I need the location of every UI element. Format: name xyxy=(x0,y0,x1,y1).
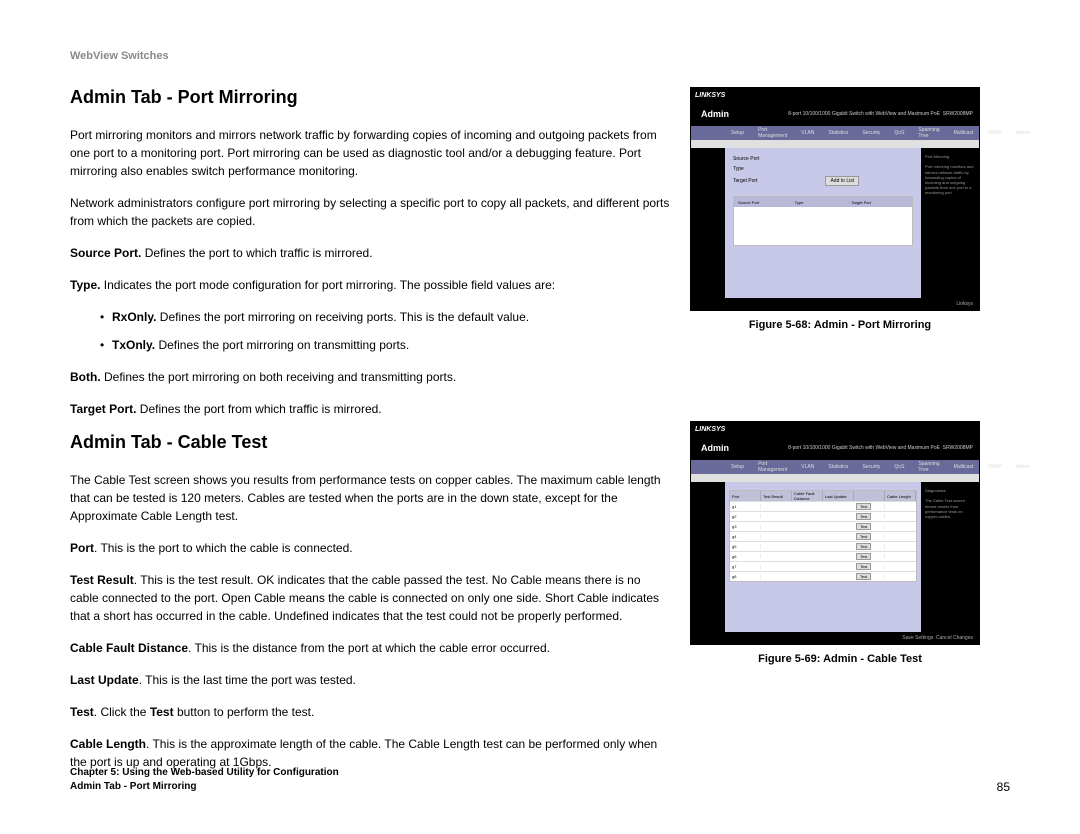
footer-section: Admin Tab - Port Mirroring xyxy=(70,780,339,794)
test-button[interactable]: Test xyxy=(856,523,871,530)
test-button[interactable]: Test xyxy=(856,513,871,520)
table-row: g3Test xyxy=(730,521,916,531)
navbar: SetupPort ManagementVLANStatisticsSecuri… xyxy=(691,460,979,474)
table-row: g7Test xyxy=(730,561,916,571)
test-button[interactable]: Test xyxy=(856,533,871,540)
test-button[interactable]: Test xyxy=(856,553,871,560)
table-row: g5Test xyxy=(730,541,916,551)
page-footer: Chapter 5: Using the Web-based Utility f… xyxy=(70,766,1010,794)
figure-column: LINKSYS Admin 8-port 10/100/1000 Gigabit… xyxy=(690,87,990,785)
s2-p1: The Cable Test screen shows you results … xyxy=(70,471,670,525)
table-row: g6Test xyxy=(730,551,916,561)
figure-port-mirroring: LINKSYS Admin 8-port 10/100/1000 Gigabit… xyxy=(690,87,980,311)
section2-title: Admin Tab - Cable Test xyxy=(70,432,670,453)
s1-source-port: Source Port. Defines the port to which t… xyxy=(70,244,670,262)
table-row: g1Test xyxy=(730,501,916,511)
s2-test: Test. Click the Test button to perform t… xyxy=(70,703,670,721)
text-column: Admin Tab - Port Mirroring Port mirrorin… xyxy=(70,87,670,785)
page-number: 85 xyxy=(997,780,1010,794)
table-row: g8Test xyxy=(730,571,916,581)
add-button[interactable]: Add to List xyxy=(825,176,859,186)
figure1-caption: Figure 5-68: Admin - Port Mirroring xyxy=(690,319,990,331)
table-row: g4Test xyxy=(730,531,916,541)
footer-chapter: Chapter 5: Using the Web-based Utility f… xyxy=(70,766,339,780)
s1-target: Target Port. Defines the port from which… xyxy=(70,400,670,418)
figure2-caption: Figure 5-69: Admin - Cable Test xyxy=(690,653,990,665)
s2-port: Port. This is the port to which the cabl… xyxy=(70,539,670,557)
product-text: 8-port 10/100/1000 Gigabit Switch with W… xyxy=(788,111,973,117)
table-row: g2Test xyxy=(730,511,916,521)
s1-both: Both. Defines the port mirroring on both… xyxy=(70,368,670,386)
bullet-tx: TxOnly. Defines the port mirroring on tr… xyxy=(100,336,670,354)
s2-cfd: Cable Fault Distance. This is the distan… xyxy=(70,639,670,657)
s1-type: Type. Indicates the port mode configurat… xyxy=(70,276,670,294)
cable-table: PortTest ResultCable Fault DistanceLast … xyxy=(729,490,917,582)
admin-label: Admin xyxy=(701,109,729,119)
s2-lu: Last Update. This is the last time the p… xyxy=(70,671,670,689)
bullet-list: RxOnly. Defines the port mirroring on re… xyxy=(100,308,670,354)
logo: LINKSYS xyxy=(695,92,725,99)
figure-cable-test: LINKSYS Admin 8-port 10/100/1000 Gigabit… xyxy=(690,421,980,645)
navbar: SetupPort ManagementVLANStatisticsSecuri… xyxy=(691,126,979,140)
test-button[interactable]: Test xyxy=(856,573,871,580)
test-button[interactable]: Test xyxy=(856,543,871,550)
product-text: 8-port 10/100/1000 Gigabit Switch with W… xyxy=(788,445,973,451)
doc-header: WebView Switches xyxy=(70,50,1010,62)
test-button[interactable]: Test xyxy=(856,563,871,570)
logo: LINKSYS xyxy=(695,426,725,433)
s2-test-result: Test Result. This is the test result. OK… xyxy=(70,571,670,625)
s1-p2: Network administrators configure port mi… xyxy=(70,194,670,230)
admin-label: Admin xyxy=(701,443,729,453)
test-button[interactable]: Test xyxy=(856,503,871,510)
section1-title: Admin Tab - Port Mirroring xyxy=(70,87,670,108)
mirror-table: Source PortTypeTarget Port xyxy=(733,196,913,246)
s1-p1: Port mirroring monitors and mirrors netw… xyxy=(70,126,670,180)
bullet-rx: RxOnly. Defines the port mirroring on re… xyxy=(100,308,670,326)
